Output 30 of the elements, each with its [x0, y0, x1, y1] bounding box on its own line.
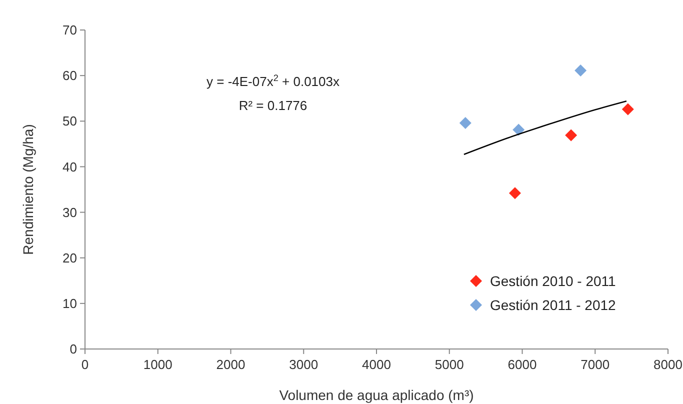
y-axis-title: Rendimiento (Mg/ha)	[20, 124, 36, 255]
x-tick-label: 0	[81, 357, 89, 372]
y-tick-label: 40	[62, 159, 77, 174]
y-tick-label: 10	[62, 296, 77, 311]
y-tick-label: 30	[62, 204, 77, 220]
x-tick-label: 8000	[654, 357, 682, 372]
legend-label: Gestión 2011 - 2012	[490, 296, 616, 313]
x-axis-title: Volumen de agua aplicado (m³)	[279, 387, 474, 403]
line-series	[463, 100, 628, 156]
x-tick-label: 6000	[508, 357, 537, 372]
point	[459, 116, 472, 129]
y-tick-label: 0	[70, 342, 77, 357]
y-tick-label: 20	[62, 250, 77, 266]
point	[508, 187, 521, 200]
point	[512, 124, 525, 136]
x-tick-label: 3000	[289, 357, 318, 372]
point	[622, 103, 634, 116]
point	[574, 64, 587, 77]
annotation: y = -4E-07x$^{2}$ + 0.0103x	[206, 73, 340, 89]
x-tick-label: 7000	[580, 357, 610, 372]
legend-label: Gestión 2010 - 2011	[490, 272, 616, 289]
y-tick-label: 70	[62, 22, 77, 38]
y-tick-label: 50	[62, 114, 77, 129]
x-tick-label: 5000	[434, 357, 464, 372]
x-tick-label: 4000	[362, 357, 391, 372]
annotation: R² = 0.1776	[238, 98, 308, 113]
point	[565, 129, 578, 142]
x-tick-label: 1000	[143, 357, 172, 372]
y-tick-label: 60	[62, 68, 77, 84]
x-tick-label: 2000	[216, 357, 246, 372]
